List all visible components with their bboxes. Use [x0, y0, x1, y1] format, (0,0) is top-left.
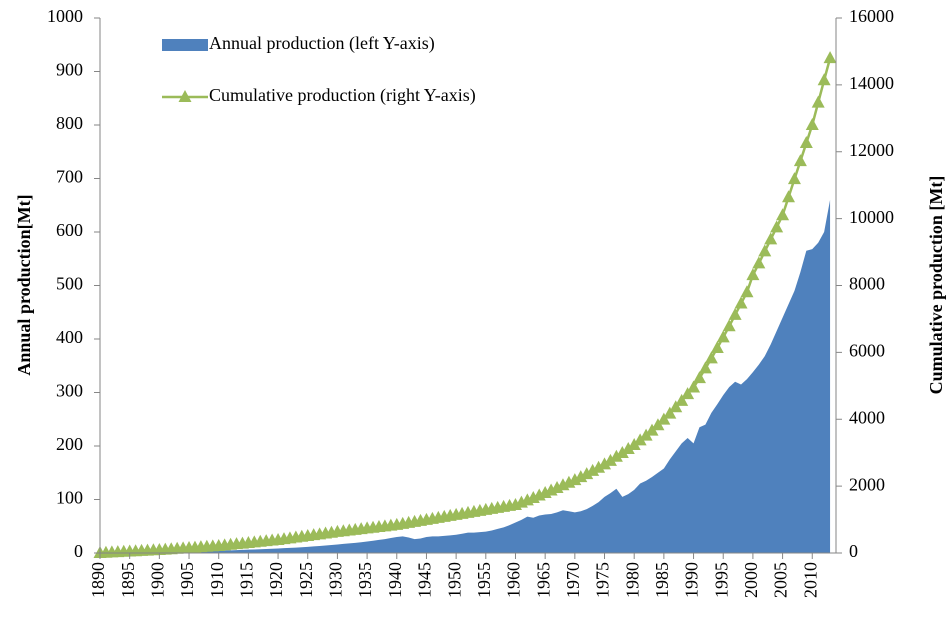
x-tick-label: 1970	[563, 562, 583, 598]
marker	[811, 95, 825, 108]
marker	[770, 220, 784, 233]
x-tick-label: 1935	[355, 562, 375, 598]
marker	[586, 463, 600, 476]
y2-tick-label: 16000	[849, 6, 894, 26]
x-tick-label: 1995	[711, 562, 731, 598]
x-tick-label: 1955	[474, 562, 494, 598]
y2-tick-label: 6000	[849, 341, 885, 361]
marker	[609, 449, 623, 462]
x-tick-label: 1950	[444, 562, 464, 598]
marker	[764, 232, 778, 245]
y-tick-label: 100	[56, 488, 83, 508]
x-tick-label: 1915	[237, 562, 257, 598]
marker	[805, 118, 819, 130]
marker	[574, 470, 588, 483]
legend-swatch	[162, 39, 208, 51]
marker	[592, 460, 606, 473]
y-tick-label: 300	[56, 381, 83, 401]
marker	[787, 172, 801, 185]
marker	[776, 208, 790, 221]
marker	[799, 136, 813, 149]
marker	[568, 473, 582, 486]
x-tick-label: 1975	[593, 562, 613, 598]
marker	[704, 351, 718, 364]
y2-axis-title: Cumulative production [Mt]	[926, 176, 946, 395]
y2-tick-label: 8000	[849, 274, 885, 294]
y2-tick-label: 2000	[849, 474, 885, 494]
x-tick-label: 1990	[682, 562, 702, 598]
marker	[687, 380, 701, 393]
marker	[580, 467, 594, 480]
x-tick-label: 2005	[771, 562, 791, 598]
x-tick-label: 1910	[207, 562, 227, 598]
x-tick-label: 1960	[504, 562, 524, 598]
marker	[740, 285, 754, 298]
x-tick-label: 2010	[800, 562, 820, 598]
y-tick-label: 700	[56, 167, 83, 187]
marker	[598, 457, 612, 470]
y2-tick-label: 0	[849, 541, 858, 561]
marker	[698, 361, 712, 374]
marker	[692, 371, 706, 384]
marker	[681, 387, 695, 400]
y2-tick-label: 14000	[849, 73, 894, 93]
marker	[722, 319, 736, 332]
y2-tick-label: 4000	[849, 407, 885, 427]
y-tick-label: 900	[56, 60, 83, 80]
legend-label: Annual production (left Y-axis)	[209, 33, 435, 54]
y-axis-title: Annual production[Mt]	[14, 194, 34, 375]
area	[100, 199, 831, 553]
legend-label: Cumulative production (right Y-axis)	[209, 85, 476, 106]
y-tick-label: 600	[56, 220, 83, 240]
marker	[746, 268, 760, 281]
marker	[657, 412, 671, 425]
y2-tick-label: 12000	[849, 140, 894, 160]
x-tick-label: 1980	[622, 562, 642, 598]
marker	[758, 244, 772, 257]
marker	[615, 446, 629, 459]
x-tick-label: 1930	[326, 562, 346, 598]
x-tick-label: 1985	[652, 562, 672, 598]
x-tick-label: 1925	[296, 562, 316, 598]
x-tick-label: 1940	[385, 562, 405, 598]
x-tick-label: 1920	[266, 562, 286, 598]
marker	[752, 256, 766, 269]
y-tick-label: 200	[56, 434, 83, 454]
marker	[603, 453, 617, 466]
marker	[633, 433, 647, 446]
y-tick-label: 800	[56, 113, 83, 133]
y-tick-label: 0	[74, 541, 83, 561]
marker	[710, 341, 724, 354]
y2-tick-label: 10000	[849, 207, 894, 227]
marker	[782, 190, 796, 203]
marker	[669, 400, 683, 413]
x-tick-label: 1890	[88, 562, 108, 598]
x-tick-label: 1895	[118, 562, 138, 598]
x-tick-label: 2000	[741, 562, 761, 598]
legend-marker	[178, 90, 192, 102]
marker	[621, 442, 635, 455]
x-tick-label: 1965	[533, 562, 553, 598]
marker	[817, 73, 831, 86]
x-tick-label: 1905	[177, 562, 197, 598]
y-tick-label: 400	[56, 327, 83, 347]
marker	[663, 406, 677, 419]
marker	[823, 51, 837, 64]
marker	[716, 330, 730, 343]
x-tick-label: 1945	[415, 562, 435, 598]
x-tick-label: 1900	[147, 562, 167, 598]
marker	[627, 437, 641, 450]
marker	[728, 307, 742, 320]
y-tick-label: 1000	[47, 6, 83, 26]
marker	[793, 154, 807, 167]
marker	[675, 393, 689, 406]
marker	[734, 296, 748, 309]
y-tick-label: 500	[56, 274, 83, 294]
